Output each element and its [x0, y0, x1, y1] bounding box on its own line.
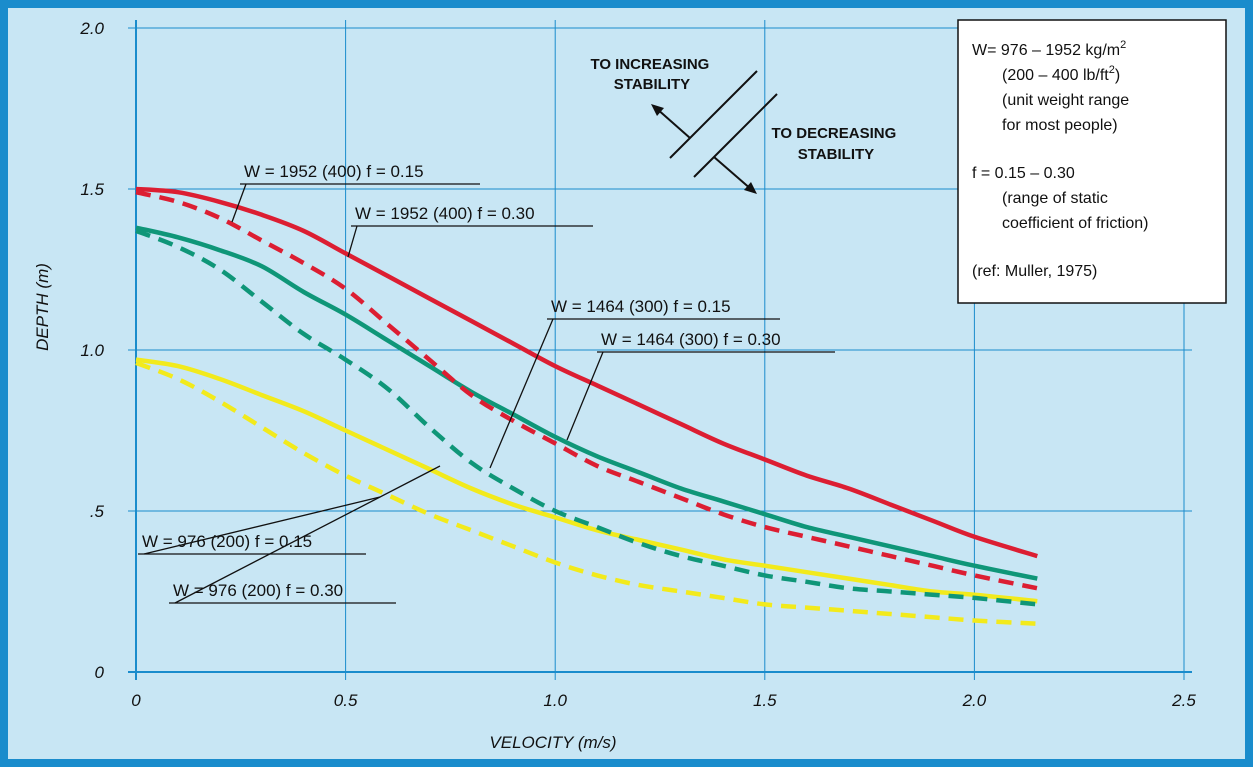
label-red-solid: W = 1952 (400) f = 0.15: [244, 162, 424, 181]
y-tick-label: .5: [90, 502, 105, 521]
y-tick-label: 1.5: [80, 180, 104, 199]
arrow-increasing-head: [651, 104, 664, 116]
axes: 0 0.5 1.0 1.5 2.0 2.50.51.01.52.0: [79, 19, 1196, 710]
series-line-green-dashed: [135, 228, 1038, 607]
info-weight-imperial: (200 – 400 lb/ft: [1002, 67, 1109, 84]
info-reference: (ref: Muller, 1975): [972, 263, 1097, 280]
arrow-decreasing-shaft: [713, 156, 753, 191]
info-weight-range: W= 976 – 1952 kg/m: [972, 42, 1120, 59]
decreasing-label-line2: STABILITY: [798, 146, 874, 163]
leader-line: [566, 351, 604, 441]
label-yellow-dashed: W = 976 (200) f = 0.30: [173, 581, 343, 600]
x-tick-label: 2.0: [962, 691, 987, 710]
increasing-label-line1: TO INCREASING: [590, 56, 709, 73]
stability-diagram: TO INCREASING STABILITY TO DECREASING ST…: [590, 56, 901, 194]
info-box-frame: [957, 19, 1227, 304]
leader-line: [231, 183, 247, 223]
x-axis-title: VELOCITY (m/s): [489, 733, 616, 752]
info-friction-range: f = 0.15 – 0.30: [972, 165, 1075, 182]
stability-line-upper: [669, 70, 758, 159]
label-green-solid: W = 1464 (300) f = 0.15: [551, 297, 731, 316]
label-red-dashed: W = 1952 (400) f = 0.30: [355, 204, 535, 223]
x-tick-label: 1.0: [543, 691, 567, 710]
x-tick-label: 0: [131, 691, 141, 710]
arrow-increasing-shaft: [655, 107, 691, 139]
x-tick-label: 0.5: [334, 691, 358, 710]
label-leaders: [138, 183, 835, 604]
svg-text:W= 976 – 1952 kg/m2: W= 976 – 1952 kg/m2: [972, 39, 1126, 59]
info-weight-imperial-close: ): [1115, 67, 1120, 84]
x-tick-label: 1.5: [753, 691, 777, 710]
x-tick-label: 2.5: [1171, 691, 1196, 710]
info-friction-note2: coefficient of friction): [1002, 215, 1148, 232]
label-yellow-solid: W = 976 (200) f = 0.15: [142, 532, 312, 551]
info-weight-sup: 2: [1120, 39, 1126, 51]
info-friction-note1: (range of static: [1002, 190, 1108, 207]
series-line-yellow-solid: [135, 357, 1038, 604]
stability-line-lower: [693, 93, 778, 178]
arrow-decreasing-head: [744, 182, 757, 194]
svg-text:TO DECREASING STABILIT: TO DECREASING STABILITY: [772, 125, 901, 163]
series-lines: [135, 186, 1038, 626]
y-tick-label: 2.0: [79, 19, 104, 38]
label-green-dashed: W = 1464 (300) f = 0.30: [601, 330, 781, 349]
info-box: W= 976 – 1952 kg/m2 (200 – 400 lb/ft2) (…: [957, 19, 1227, 304]
y-tick-label: 1.0: [80, 341, 104, 360]
series-line-yellow-dashed: [135, 360, 1038, 626]
y-tick-label: 0: [95, 663, 105, 682]
y-axis-title: DEPTH (m): [33, 263, 52, 351]
decreasing-label-line1: TO DECREASING: [772, 125, 897, 142]
info-weight-imperial-sup: 2: [1109, 64, 1115, 76]
leader-line: [347, 225, 358, 258]
leader-line: [174, 465, 441, 604]
leader-line: [489, 318, 554, 469]
increasing-label-line2: STABILITY: [614, 76, 690, 93]
series-line-green-solid: [135, 225, 1038, 581]
leader-line: [143, 496, 381, 555]
svg-text:TO INCREASING STABILIT: TO INCREASING STABILITY: [590, 56, 713, 93]
info-unit-line1: (unit weight range: [1002, 92, 1129, 109]
series-labels: W = 1952 (400) f = 0.15 W = 1952 (400) f …: [142, 162, 781, 600]
svg-text:(200 – 400 lb/ft2): (200 – 400 lb/ft2): [1002, 64, 1120, 84]
info-unit-line2: for most people): [1002, 117, 1118, 134]
series-line-red-solid: [135, 186, 1038, 559]
